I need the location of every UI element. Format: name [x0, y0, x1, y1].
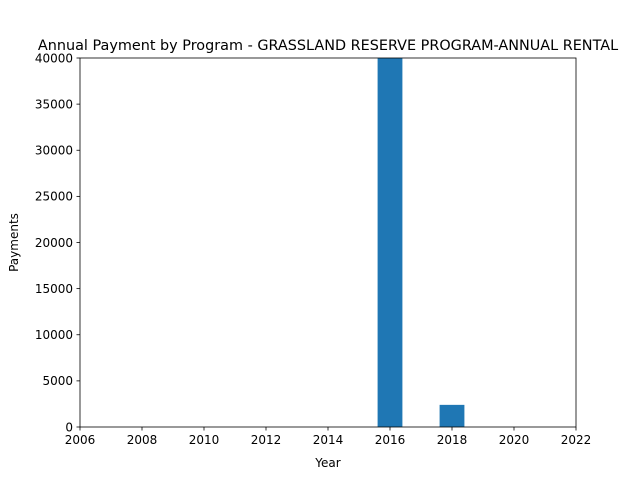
y-tick-label: 30000 [35, 144, 73, 158]
x-tick-label: 2006 [65, 433, 96, 447]
y-axis-ticks: 0 5000 10000 15000 20000 25000 30000 35000 40000 [35, 51, 80, 434]
x-tick-label: 2022 [561, 433, 592, 447]
y-tick-label: 0 [65, 420, 73, 434]
x-axis-label: Year [314, 456, 340, 470]
x-tick-label: 2020 [499, 433, 530, 447]
y-tick-label: 10000 [35, 328, 73, 342]
y-tick-label: 20000 [35, 236, 73, 250]
x-tick-label: 2012 [251, 433, 282, 447]
x-tick-label: 2016 [375, 433, 406, 447]
y-tick-label: 35000 [35, 97, 73, 111]
chart-title: Annual Payment by Program - GRASSLAND RE… [38, 38, 618, 54]
x-tick-label: 2010 [189, 433, 220, 447]
y-axis-label: Payments [7, 213, 21, 272]
x-tick-label: 2018 [437, 433, 468, 447]
bar-2016 [377, 58, 403, 427]
x-tick-label: 2014 [313, 433, 344, 447]
bar-2018 [439, 404, 465, 427]
bars-group [377, 58, 465, 427]
y-tick-label: 25000 [35, 190, 73, 204]
y-tick-label: 15000 [35, 282, 73, 296]
y-tick-label: 40000 [35, 51, 73, 65]
y-tick-label: 5000 [42, 374, 73, 388]
x-axis-ticks: 2006 2008 2010 2012 2014 2016 2018 2020 2022 [65, 427, 592, 447]
plot-frame [79, 57, 577, 428]
x-tick-label: 2008 [127, 433, 158, 447]
